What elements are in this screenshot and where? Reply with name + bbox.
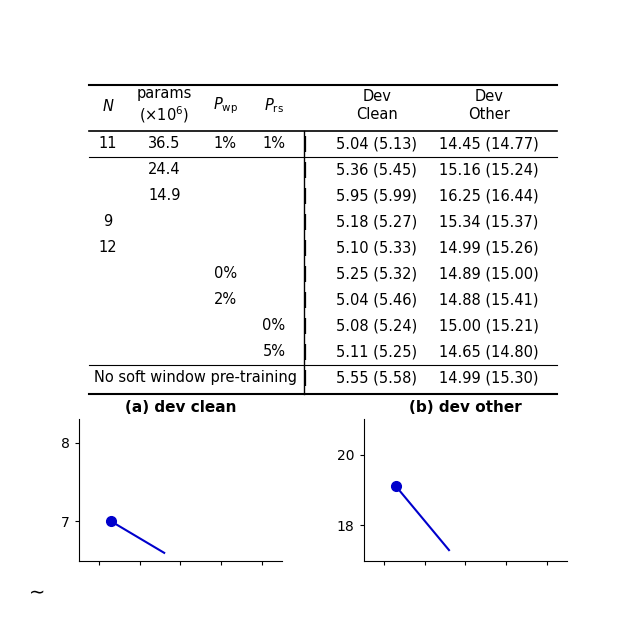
Title: (b) dev other: (b) dev other: [409, 401, 522, 415]
Text: 1%: 1%: [263, 136, 285, 151]
Text: 5.10 (5.33): 5.10 (5.33): [336, 241, 417, 255]
Text: |: |: [302, 370, 307, 386]
Text: 11: 11: [99, 136, 117, 151]
Text: |: |: [302, 318, 307, 334]
Text: 15.34 (15.37): 15.34 (15.37): [439, 214, 539, 229]
Text: No soft window pre-training: No soft window pre-training: [94, 370, 297, 386]
Text: Dev
Other: Dev Other: [468, 89, 510, 122]
Text: 14.99 (15.26): 14.99 (15.26): [439, 241, 539, 255]
Text: 0%: 0%: [214, 266, 237, 282]
Text: |: |: [302, 266, 307, 282]
Text: 5%: 5%: [263, 345, 285, 360]
Text: 1%: 1%: [214, 136, 237, 151]
Text: |: |: [302, 214, 307, 230]
Text: |: |: [302, 344, 307, 360]
Text: 5.36 (5.45): 5.36 (5.45): [336, 163, 417, 178]
Text: 14.9: 14.9: [148, 188, 180, 203]
Title: (a) dev clean: (a) dev clean: [125, 401, 236, 415]
Text: |: |: [302, 162, 307, 178]
Text: 9: 9: [103, 214, 113, 229]
Text: 36.5: 36.5: [148, 136, 180, 151]
Text: |: |: [302, 136, 307, 152]
Text: 5.04 (5.46): 5.04 (5.46): [336, 292, 417, 307]
Text: |: |: [302, 188, 307, 204]
Text: 24.4: 24.4: [148, 163, 181, 178]
Text: 14.45 (14.77): 14.45 (14.77): [439, 136, 539, 151]
Text: $P_{\rm wp}$: $P_{\rm wp}$: [213, 95, 238, 116]
Text: 15.00 (15.21): 15.00 (15.21): [439, 318, 539, 333]
Text: 5.08 (5.24): 5.08 (5.24): [336, 318, 417, 333]
Text: 14.65 (14.80): 14.65 (14.80): [439, 345, 539, 360]
Text: 5.11 (5.25): 5.11 (5.25): [336, 345, 417, 360]
Text: $N$: $N$: [102, 98, 114, 113]
Text: 5.04 (5.13): 5.04 (5.13): [336, 136, 417, 151]
Text: 5.18 (5.27): 5.18 (5.27): [336, 214, 417, 229]
Text: Dev
Clean: Dev Clean: [356, 89, 398, 122]
Text: |: |: [302, 292, 307, 308]
Text: |: |: [302, 240, 307, 256]
Text: 5.55 (5.58): 5.55 (5.58): [336, 370, 417, 386]
Text: 14.88 (15.41): 14.88 (15.41): [439, 292, 539, 307]
Text: 14.89 (15.00): 14.89 (15.00): [439, 266, 539, 282]
Text: 12: 12: [99, 241, 117, 255]
Text: 5.95 (5.99): 5.95 (5.99): [336, 188, 417, 203]
Text: 2%: 2%: [214, 292, 237, 307]
Text: 15.16 (15.24): 15.16 (15.24): [439, 163, 539, 178]
Text: 5.25 (5.32): 5.25 (5.32): [336, 266, 417, 282]
Text: $\sim$: $\sim$: [25, 581, 45, 600]
Text: 0%: 0%: [263, 318, 285, 333]
Text: 14.99 (15.30): 14.99 (15.30): [439, 370, 539, 386]
Text: 16.25 (16.44): 16.25 (16.44): [439, 188, 539, 203]
Text: params
($\times 10^{6}$): params ($\times 10^{6}$): [137, 86, 192, 125]
Text: $P_{\rm rs}$: $P_{\rm rs}$: [264, 96, 284, 115]
